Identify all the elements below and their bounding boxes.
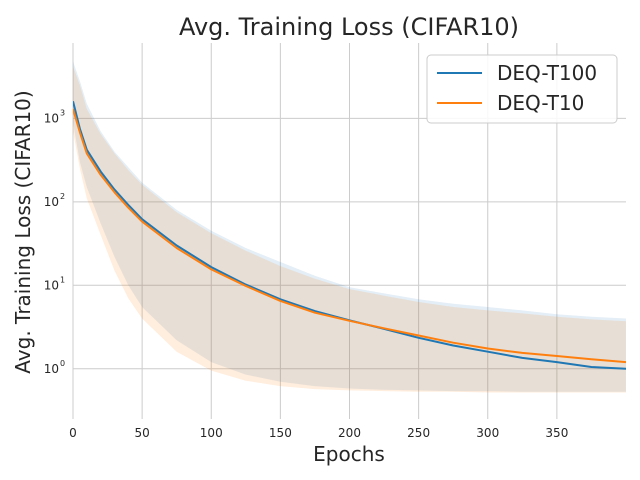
y-axis-label: Avg. Training Loss (CIFAR10) [11, 90, 35, 373]
x-tick-label: 150 [269, 426, 292, 440]
x-tick-label: 300 [476, 426, 499, 440]
x-tick-label: 250 [407, 426, 430, 440]
y-tick-exponent: 1 [60, 275, 65, 284]
series-line-deq-t100 [73, 101, 626, 370]
y-tick-label: 10 [44, 111, 59, 125]
band-deq-t10 [73, 66, 626, 393]
x-axis-label: Epochs [313, 442, 385, 466]
y-tick-exponent: 2 [60, 192, 65, 201]
legend-label: DEQ-T10 [497, 91, 584, 115]
bands-group [73, 61, 626, 393]
x-tick-label: 50 [134, 426, 149, 440]
x-tick-label: 200 [338, 426, 361, 440]
chart-title: Avg. Training Loss (CIFAR10) [179, 13, 519, 41]
y-tick-exponent: 3 [60, 108, 65, 117]
y-tick-exponent: 0 [60, 359, 65, 368]
y-tick-label: 10 [44, 278, 59, 292]
legend-label: DEQ-T100 [497, 61, 597, 85]
y-tick-label: 10 [44, 195, 59, 209]
x-tick-label: 350 [545, 426, 568, 440]
x-tick-label: 100 [200, 426, 223, 440]
x-tick-label: 0 [69, 426, 77, 440]
y-tick-label: 10 [44, 362, 59, 376]
series-line-deq-t10 [73, 108, 626, 364]
band-deq-t100 [73, 61, 626, 392]
